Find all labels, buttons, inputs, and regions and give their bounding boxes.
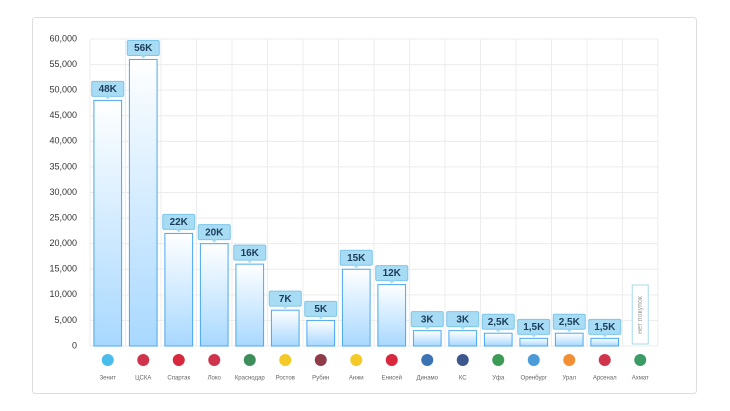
bar [235,263,265,347]
team-logo [527,354,540,366]
y-tick-label: 45,000 [49,110,77,120]
value-label-pointer [175,229,182,233]
value-label: 1,5K [594,322,616,333]
bar [306,319,336,347]
x-tick-label: КС [459,376,467,382]
value-label-pointer [246,260,253,264]
bar [270,309,300,347]
value-label-pointer [282,306,289,310]
value-label: нет покупок [637,295,644,334]
x-tick-label: Ахмат [632,376,649,382]
value-label: 12K [383,268,402,279]
value-label: 5K [314,304,328,315]
x-tick-label: Спартак [167,376,190,382]
y-tick-label: 25,000 [49,212,77,222]
team-logo [634,354,647,366]
team-logo [172,354,185,366]
team-logo [563,354,576,366]
bar [554,332,584,347]
y-tick-label: 20,000 [49,238,77,248]
bar [590,337,620,347]
team-logo [208,354,221,366]
team-logo [421,354,434,366]
x-tick-label: Зенит [100,376,117,382]
y-tick-label: 5,000 [54,315,77,325]
team-logo [279,354,292,366]
team-logo [101,354,114,366]
y-tick-label: 55,000 [49,59,77,69]
team-logo [350,354,363,366]
value-label-pointer [104,96,111,100]
x-tick-label: ЦСКА [135,376,151,382]
value-label: 2,5K [488,317,510,328]
team-logo [137,354,150,366]
bar [448,330,478,347]
y-tick-label: 0 [72,340,77,350]
value-label-pointer [495,329,502,333]
bar [93,99,123,347]
value-label-pointer [566,329,573,333]
x-tick-label: Краснодар [235,376,266,382]
team-logo [314,354,327,366]
bar [341,268,371,347]
x-tick-label: Урал [562,376,576,382]
bar [519,337,549,347]
y-tick-label: 35,000 [49,161,77,171]
value-label: 3K [421,314,435,325]
x-tick-label: Локо [208,376,222,382]
value-label: 56K [134,43,153,54]
value-label-pointer [459,326,466,330]
y-tick-label: 50,000 [49,85,77,95]
value-label: 20K [205,227,224,238]
bar [377,284,407,347]
value-label: 1,5K [523,322,545,333]
value-label-pointer [317,316,324,320]
value-label: 48K [99,84,118,95]
value-label-pointer [530,334,537,338]
value-label: 7K [279,294,293,305]
x-tick-label: Арсенал [593,376,617,382]
value-label-pointer [211,239,218,243]
bar [199,243,229,347]
bar [128,58,158,347]
team-logo [243,354,256,366]
x-tick-label: Анжи [349,376,364,382]
team-logo [385,354,398,366]
x-tick-label: Енисей [382,375,402,382]
value-label-pointer [424,326,431,330]
value-label-pointer [601,334,608,338]
value-label: 3K [456,314,470,325]
team-logo [456,354,469,366]
bar [483,332,513,347]
card [32,17,697,394]
y-tick-label: 30,000 [49,187,77,197]
team-logo [492,354,505,366]
value-label: 22K [170,217,189,228]
x-tick-label: Уфа [492,376,505,382]
x-tick-label: Ростов [276,376,295,382]
no-data-box [631,284,649,345]
y-tick-label: 15,000 [49,264,77,274]
x-tick-label: Динамо [416,376,438,382]
value-label: 16K [241,248,260,259]
value-label: 2,5K [559,317,581,328]
y-tick-label: 40,000 [49,136,77,146]
value-label-pointer [388,280,395,284]
bar [412,330,442,347]
value-label-pointer [140,55,147,59]
x-tick-label: Оренбург [521,376,548,382]
bar [164,232,194,347]
team-logo [598,354,611,366]
y-tick-label: 10,000 [49,289,77,299]
x-tick-label: Рубин [312,376,329,382]
value-label: 15K [347,253,366,264]
y-tick-label: 60,000 [49,33,77,43]
value-label-pointer [353,265,360,269]
